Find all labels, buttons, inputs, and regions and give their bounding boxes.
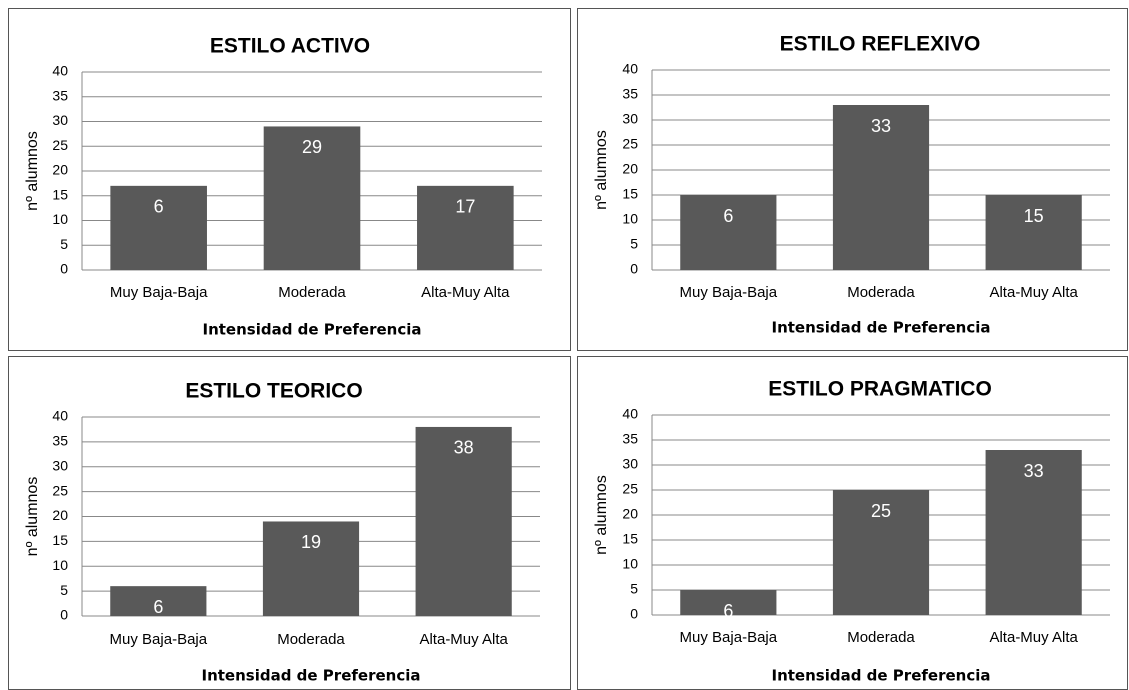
y-tick-label: 20	[52, 507, 68, 523]
bar-label: 33	[1024, 461, 1044, 481]
bar-label: 25	[871, 501, 891, 521]
y-tick-label: 15	[622, 186, 638, 202]
bar-label: 17	[455, 197, 475, 217]
bar	[832, 105, 930, 270]
y-axis-label: nº alumnos	[24, 131, 41, 211]
bar	[680, 590, 777, 615]
x-tick-label: Muy Baja-Baja	[680, 629, 778, 646]
y-axis-label: nº alumnos	[24, 477, 41, 557]
y-tick-label: 30	[52, 112, 68, 128]
bar	[985, 450, 1082, 615]
bar-label: 6	[153, 597, 163, 617]
bar	[263, 126, 361, 270]
bar	[110, 586, 207, 616]
y-tick-label: 35	[622, 431, 638, 447]
chart-title: ESTILO REFLEXIVO	[780, 33, 981, 56]
bar-label: 6	[723, 206, 733, 226]
y-tick-label: 35	[52, 433, 68, 449]
y-tick-label: 0	[630, 606, 638, 622]
y-tick-label: 35	[52, 87, 68, 103]
y-tick-label: 5	[630, 581, 638, 597]
y-tick-label: 15	[622, 531, 638, 547]
bar	[415, 426, 512, 616]
x-tick-label: Moderada	[847, 284, 915, 301]
x-tick-label: Alta-Muy Alta	[419, 631, 508, 648]
y-tick-label: 25	[622, 481, 638, 497]
y-tick-label: 25	[52, 482, 68, 498]
y-tick-label: 15	[52, 186, 68, 202]
y-axis-label: nº alumnos	[593, 475, 610, 555]
y-tick-label: 30	[622, 456, 638, 472]
chart-title: ESTILO TEORICO	[185, 380, 362, 403]
y-tick-label: 20	[52, 162, 68, 178]
y-tick-label: 15	[52, 532, 68, 548]
bar-label: 19	[301, 532, 321, 552]
y-tick-label: 30	[622, 111, 638, 127]
y-tick-label: 20	[622, 161, 638, 177]
x-tick-label: Alta-Muy Alta	[989, 284, 1078, 301]
x-tick-label: Moderada	[277, 631, 345, 648]
y-tick-label: 0	[60, 607, 68, 623]
y-tick-label: 10	[52, 211, 68, 227]
x-axis-label: Intensidad de Preferencia	[772, 667, 991, 685]
x-axis-label: Intensidad de Preferencia	[203, 321, 422, 339]
y-tick-label: 40	[52, 63, 68, 79]
y-tick-label: 25	[52, 137, 68, 153]
bar	[985, 195, 1082, 270]
bar-label: 6	[723, 601, 733, 621]
y-axis-label: nº alumnos	[593, 130, 610, 210]
y-tick-label: 5	[60, 582, 68, 598]
chart-title: ESTILO PRAGMATICO	[768, 378, 992, 401]
y-tick-label: 5	[630, 236, 638, 252]
x-tick-label: Alta-Muy Alta	[421, 284, 510, 301]
y-tick-label: 10	[52, 557, 68, 573]
x-axis-label: Intensidad de Preferencia	[202, 667, 421, 685]
bar	[110, 185, 207, 270]
x-tick-label: Muy Baja-Baja	[680, 284, 778, 301]
x-tick-label: Muy Baja-Baja	[110, 631, 208, 648]
x-tick-label: Alta-Muy Alta	[989, 629, 1078, 646]
x-tick-label: Moderada	[847, 629, 915, 646]
bar	[417, 185, 514, 270]
y-tick-label: 5	[60, 236, 68, 252]
panel-border	[577, 8, 1128, 351]
bar	[832, 490, 930, 615]
x-tick-label: Muy Baja-Baja	[110, 284, 208, 301]
bar	[262, 521, 360, 616]
bar-label: 29	[302, 137, 322, 157]
y-tick-label: 20	[622, 506, 638, 522]
y-tick-label: 25	[622, 136, 638, 152]
y-tick-label: 10	[622, 556, 638, 572]
bar-label: 33	[871, 116, 891, 136]
bar-label: 15	[1024, 206, 1044, 226]
y-tick-label: 30	[52, 457, 68, 473]
y-tick-label: 40	[622, 61, 638, 77]
y-tick-label: 40	[622, 406, 638, 422]
x-tick-label: Moderada	[278, 284, 346, 301]
y-tick-label: 40	[52, 408, 68, 424]
y-tick-label: 10	[622, 211, 638, 227]
bar-label: 38	[454, 438, 474, 458]
x-axis-label: Intensidad de Preferencia	[772, 319, 991, 337]
panel-border	[8, 8, 571, 351]
chart-title: ESTILO ACTIVO	[210, 35, 370, 58]
bar-label: 6	[154, 197, 164, 217]
bar	[680, 195, 777, 270]
y-tick-label: 0	[630, 261, 638, 277]
y-tick-label: 35	[622, 86, 638, 102]
y-tick-label: 0	[60, 261, 68, 277]
